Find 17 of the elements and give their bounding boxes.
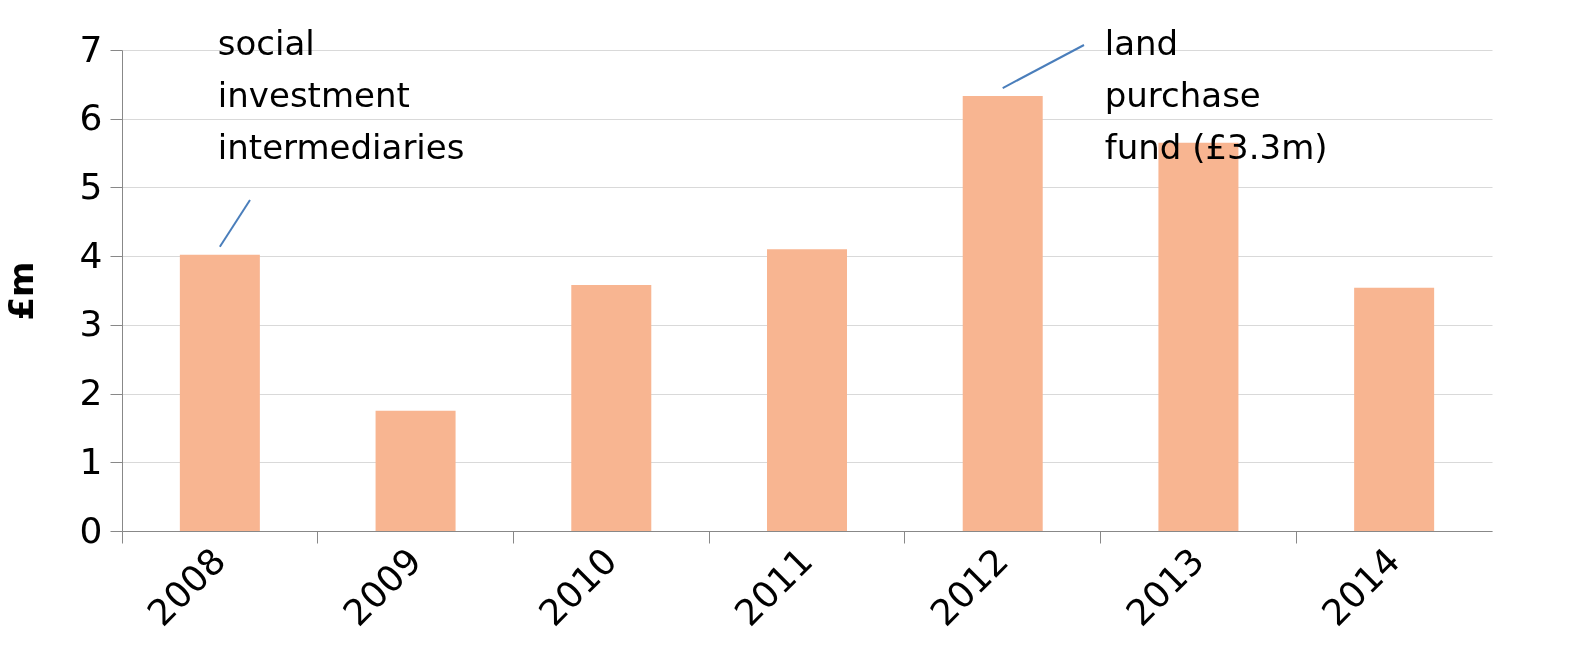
annotation: social investment intermediaries — [217, 23, 465, 167]
y-tick-label: 1 — [79, 440, 103, 482]
y-tick-label: 2 — [79, 372, 103, 414]
y-tick-label: 5 — [79, 165, 103, 207]
y-tick-label: 7 — [79, 28, 103, 70]
bar — [571, 285, 652, 531]
bar — [375, 410, 456, 531]
bar — [1354, 287, 1435, 531]
bar — [179, 254, 260, 531]
y-tick-label: 4 — [79, 234, 103, 276]
y-tick-label: 6 — [79, 97, 103, 139]
y-axis-title: £m — [0, 261, 41, 321]
annotation: land purchase fund (£3.3m) — [1104, 23, 1328, 167]
y-tick-label: 0 — [79, 509, 103, 551]
y-tick-label: 3 — [79, 303, 103, 345]
bar — [767, 249, 847, 531]
bar — [962, 96, 1043, 531]
